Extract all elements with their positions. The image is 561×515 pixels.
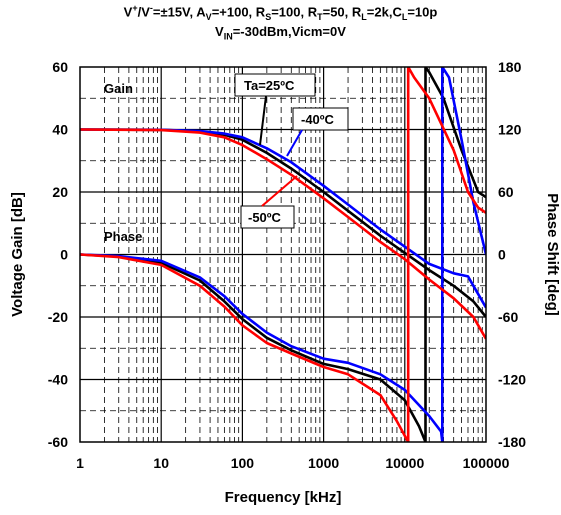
gain-line-series-2 [80,128,486,340]
x-axis-title: Frequency [kHz] [225,489,342,506]
tick-labels: 1 10 100 1000 10000 100000 60 40 20 0 -20 -40 -60 180… [48,59,526,471]
arrow-minus50c [261,175,298,207]
title-fragment: =±15V, A [152,4,206,20]
phase-line-series-2 [80,67,486,442]
arrow-25c [259,95,267,146]
title-fragment: T [317,11,323,22]
title-fragment: L [401,11,408,22]
title-fragment: + [132,3,138,13]
title-fragment: V [123,4,133,20]
title-fragment: =10p [407,4,438,20]
y-tick-label-left: -60 [48,434,68,450]
y-tick-label-right: 180 [498,59,522,75]
phase-label: Phase [104,229,142,244]
arrow-minus40c [286,129,303,157]
label-minus50c: -50ºC [248,210,282,225]
y-tick-label-right: 120 [498,122,522,138]
label-box-minus50c [240,205,295,229]
y-tick-label-right: -180 [498,434,526,450]
title-fragment: L [361,11,367,22]
x-tick-label: 1000 [308,455,339,471]
label-box-minus40c [292,107,349,131]
title-fragment: - [149,3,153,13]
y-tick-label-right: 60 [498,184,514,200]
title-fragment: V [205,11,212,22]
title-fragment: =50, R [322,4,362,20]
y-tick-label-left: 40 [52,122,68,138]
chart-title-line-1: V+/V-=±15V, AV=+100, RS=100, RT=50, RL=2… [0,3,561,22]
plot-frame [79,66,487,443]
annotations: Gain Phase Ta=25ºC -40ºC -50ºC [104,73,349,244]
title-fragment: S [265,11,272,22]
x-tick-label: 10000 [385,455,424,471]
y-tick-label-left: 20 [52,184,68,200]
title-fragment: V [215,24,224,39]
title-fragment: /V [137,4,150,20]
label-25c: Ta=25ºC [244,78,295,93]
y-tick-label-left: -40 [48,372,68,388]
y-tick-label-right: 0 [498,247,506,263]
y-tick-label-left: 0 [60,247,68,263]
y-tick-label-right: -120 [498,372,526,388]
label-box-25c [234,73,316,97]
title-fragment: =+100, R [211,4,266,20]
x-tick-label: 10 [153,455,169,471]
title-fragment: IN [223,31,233,42]
y-tick-label-left: -20 [48,309,68,325]
x-tick-label: 100 [231,455,255,471]
title-fragment: =100, R [271,4,318,20]
title-fragment: =2k,C [366,4,402,20]
gain-label: Gain [104,81,133,96]
series-layer [80,67,486,442]
label-minus40c: -40ºC [301,112,335,127]
title-fragment: =-30dBm,Vicm=0V [232,24,346,39]
phase-line-series-1 [80,67,486,442]
x-tick-label: 100000 [463,455,510,471]
chart-title-line-2: VIN=-30dBm,Vicm=0V [0,24,561,42]
y-tick-label-left: 60 [52,59,68,75]
y-axis-title-left: Voltage Gain [dB] [9,192,26,317]
gain-line-series-1 [80,128,486,309]
y-axis-title-right: Phase Shift [deg] [544,193,561,316]
x-tick-label: 1 [76,455,84,471]
y-tick-label-right: -60 [498,309,518,325]
